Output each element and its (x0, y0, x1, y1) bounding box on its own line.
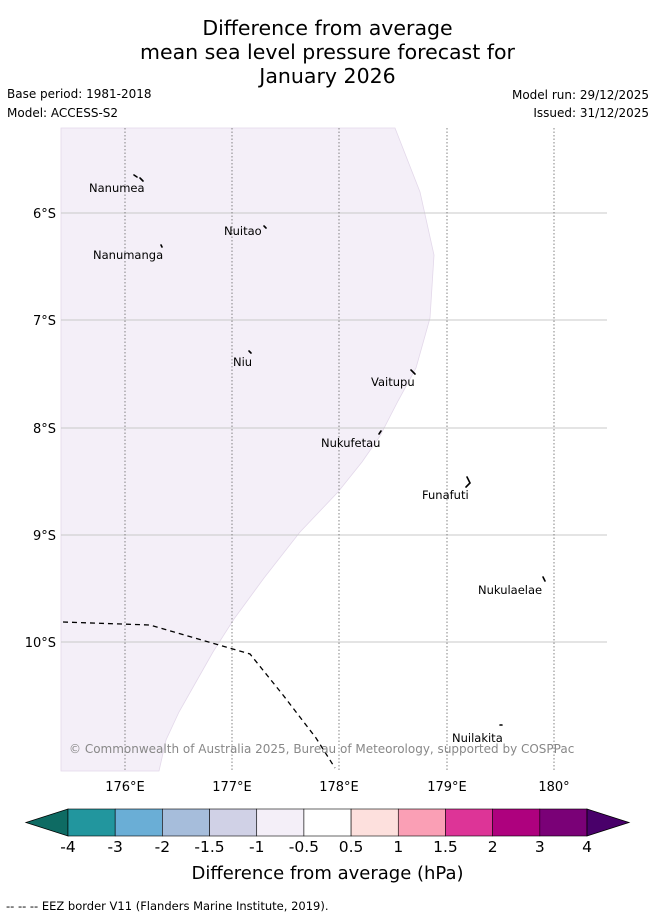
lon-label: 177°E (212, 780, 252, 795)
lon-label: 179°E (427, 780, 467, 795)
place-label: Funafuti (422, 488, 469, 502)
colorbar-tick-label: 0.5 (338, 838, 364, 856)
island-nuitao (263, 225, 267, 229)
colorbar-tick-label: -0.5 (288, 838, 320, 856)
colorbar-tick-label: -1 (248, 838, 265, 856)
colorbar-tick-label: 2 (487, 838, 498, 856)
colorbar-tick-label: -3 (107, 838, 123, 856)
island-niu (248, 350, 252, 354)
base-period: Base period: 1981-2018 (7, 87, 152, 101)
colorbar-segment (492, 808, 541, 837)
lat-label: 6°S (33, 207, 56, 222)
title-line-2: mean sea level pressure forecast for (140, 40, 515, 64)
colorbar-segment (162, 808, 210, 837)
place-label: Nukulaelae (478, 583, 542, 597)
colorbar-segment (397, 808, 446, 837)
colorbar-segment (303, 808, 352, 837)
colorbar-segment (209, 808, 258, 837)
colorbar-segment (539, 808, 588, 837)
colorbar-segment (256, 808, 305, 837)
island-nanumanga (160, 244, 163, 248)
colorbar-segment (114, 808, 163, 837)
colorbar-extend-low (24, 808, 69, 837)
island-funafuti (465, 476, 471, 488)
place-label: Nanumanga (93, 248, 163, 262)
colorbar-segment (350, 808, 399, 837)
lon-label: 178°E (319, 780, 359, 795)
colorbar-tick-label: 1.5 (433, 838, 458, 856)
lon-label: 180° (538, 780, 569, 795)
colorbar-tick-label: -4 (60, 838, 76, 856)
anomaly-shaded-region (60, 127, 435, 772)
island-nukulaelae (542, 576, 546, 582)
lat-label: 10°S (25, 636, 56, 651)
lat-label: 8°S (33, 422, 56, 437)
lat-label: 7°S (33, 314, 56, 329)
colorbar-tick-label: 4 (582, 838, 592, 856)
colorbar (24, 808, 631, 837)
title-line-3: January 2026 (259, 64, 396, 88)
island-vaitupu (410, 369, 416, 375)
model-name: Model: ACCESS-S2 (7, 106, 119, 120)
place-label: Nukufetau (321, 436, 380, 450)
place-label: Vaitupu (371, 375, 415, 389)
lon-label: 176°E (105, 780, 145, 795)
place-label: Nuitao (224, 224, 262, 238)
issued-date: Issued: 31/12/2025 (533, 106, 649, 120)
lat-label: 9°S (33, 529, 56, 544)
colorbar-tick-label: -2 (154, 838, 171, 856)
copyright-credit: © Commonwealth of Australia 2025, Bureau… (69, 742, 575, 756)
colorbar-segment (445, 808, 493, 837)
eez-footnote: -- -- -- EEZ border V11 (Flanders Marine… (6, 899, 329, 913)
place-label: Nanumea (89, 181, 145, 195)
place-label: Niu (233, 355, 252, 369)
island-nukufetau (378, 430, 382, 435)
colorbar-tick-label: 1 (393, 838, 404, 856)
place-label: Nuilakita (452, 731, 503, 745)
island-nanumea (133, 174, 144, 182)
colorbar-segment (67, 808, 116, 837)
eez-border (62, 621, 336, 769)
colorbar-extend-high (586, 808, 631, 837)
colorbar-tick-label: -1.5 (194, 838, 225, 856)
model-run: Model run: 29/12/2025 (511, 88, 649, 102)
colorbar-label: Difference from average (hPa) (191, 863, 464, 884)
colorbar-tick-label: 3 (534, 838, 545, 856)
title-line-1: Difference from average (202, 16, 453, 40)
